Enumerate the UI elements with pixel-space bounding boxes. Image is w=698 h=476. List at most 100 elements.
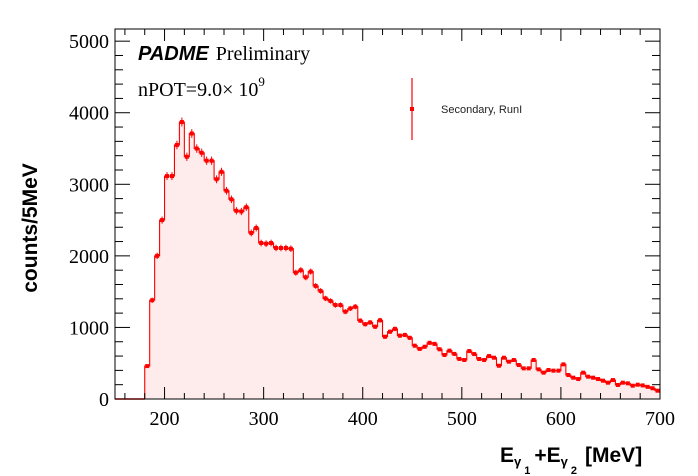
data-point (645, 384, 650, 389)
data-point (254, 225, 259, 230)
x-tick-label: 400 (348, 408, 378, 430)
data-point (615, 382, 620, 387)
data-point (467, 349, 472, 354)
data-point (402, 332, 407, 337)
data-point (521, 366, 526, 371)
data-point (234, 208, 239, 213)
data-point (184, 154, 189, 159)
data-point (264, 241, 269, 246)
data-point (283, 245, 288, 250)
data-point (155, 253, 160, 258)
data-point (373, 324, 378, 329)
status-label: Preliminary (216, 43, 310, 65)
data-point (328, 298, 333, 303)
data-point (407, 335, 412, 340)
data-point (601, 378, 606, 383)
data-point (303, 275, 308, 280)
data-point (323, 296, 328, 301)
data-point (536, 367, 541, 372)
data-point (343, 309, 348, 314)
data-point (417, 346, 422, 351)
data-point (482, 357, 487, 362)
data-point (576, 377, 581, 382)
y-tick-label: 3000 (69, 174, 109, 196)
y-tick-label: 5000 (69, 31, 109, 53)
data-point (541, 370, 546, 375)
data-point (244, 205, 249, 210)
legend-marker (410, 107, 414, 111)
data-point (655, 388, 660, 393)
data-point (219, 169, 224, 174)
data-point (358, 318, 363, 323)
plot-frame (114, 28, 661, 400)
data-point (179, 120, 184, 125)
npot-exponent: 9 (258, 74, 265, 89)
data-point (348, 306, 353, 311)
data-point (199, 150, 204, 155)
data-point (625, 381, 630, 386)
data-point (313, 283, 318, 288)
data-point (169, 174, 174, 179)
data-point (224, 188, 229, 193)
data-point (472, 352, 477, 357)
data-point (596, 377, 601, 382)
data-point (204, 158, 209, 163)
data-point (338, 303, 343, 308)
x-tick-label: 500 (447, 408, 477, 430)
y-tick-label: 2000 (69, 246, 109, 268)
data-point (249, 230, 254, 235)
data-point (610, 378, 615, 383)
x-tick-label: 600 (546, 408, 576, 430)
data-point (551, 368, 556, 373)
x-axis-label: Eγ1+Eγ2[MeV] (500, 444, 642, 476)
data-point (214, 177, 219, 182)
data-point (194, 146, 199, 151)
data-point (531, 357, 536, 362)
y-tick-label: 4000 (69, 103, 109, 125)
data-point (160, 218, 165, 223)
legend-entry: Secondary, RunI (441, 104, 522, 116)
data-point (635, 382, 640, 387)
data-point (437, 347, 442, 352)
data-point (387, 329, 392, 334)
histogram-fill (144, 122, 660, 400)
data-point (427, 340, 432, 345)
data-point (209, 158, 214, 163)
data-point (561, 362, 566, 367)
data-point (556, 368, 561, 373)
data-point (516, 363, 521, 368)
data-point (318, 288, 323, 293)
data-point (165, 174, 170, 179)
data-point (368, 320, 373, 325)
data-point (571, 375, 576, 380)
data-point (239, 209, 244, 214)
data-point (566, 373, 571, 378)
data-point (422, 344, 427, 349)
data-point (278, 245, 283, 250)
data-point (526, 366, 531, 371)
data-point (288, 246, 293, 251)
legend: Secondary, RunI (410, 78, 522, 140)
data-point (392, 326, 397, 331)
data-point (487, 354, 492, 359)
data-point (363, 322, 368, 327)
data-point (605, 380, 610, 385)
data-point (150, 298, 155, 303)
data-point (496, 363, 501, 368)
data-point (378, 318, 383, 323)
x-tick-label: 700 (645, 408, 675, 430)
data-point (492, 355, 497, 360)
data-point (145, 364, 150, 369)
data-point (353, 304, 358, 309)
data-point (620, 380, 625, 385)
x-tick-label: 200 (150, 408, 180, 430)
data-point (477, 356, 482, 361)
data-point (293, 270, 298, 275)
data-point (383, 334, 388, 339)
y-tick-label: 0 (99, 389, 109, 411)
data-point (333, 303, 338, 308)
data-point (591, 375, 596, 380)
data-point (457, 356, 462, 361)
data-point (308, 269, 313, 274)
